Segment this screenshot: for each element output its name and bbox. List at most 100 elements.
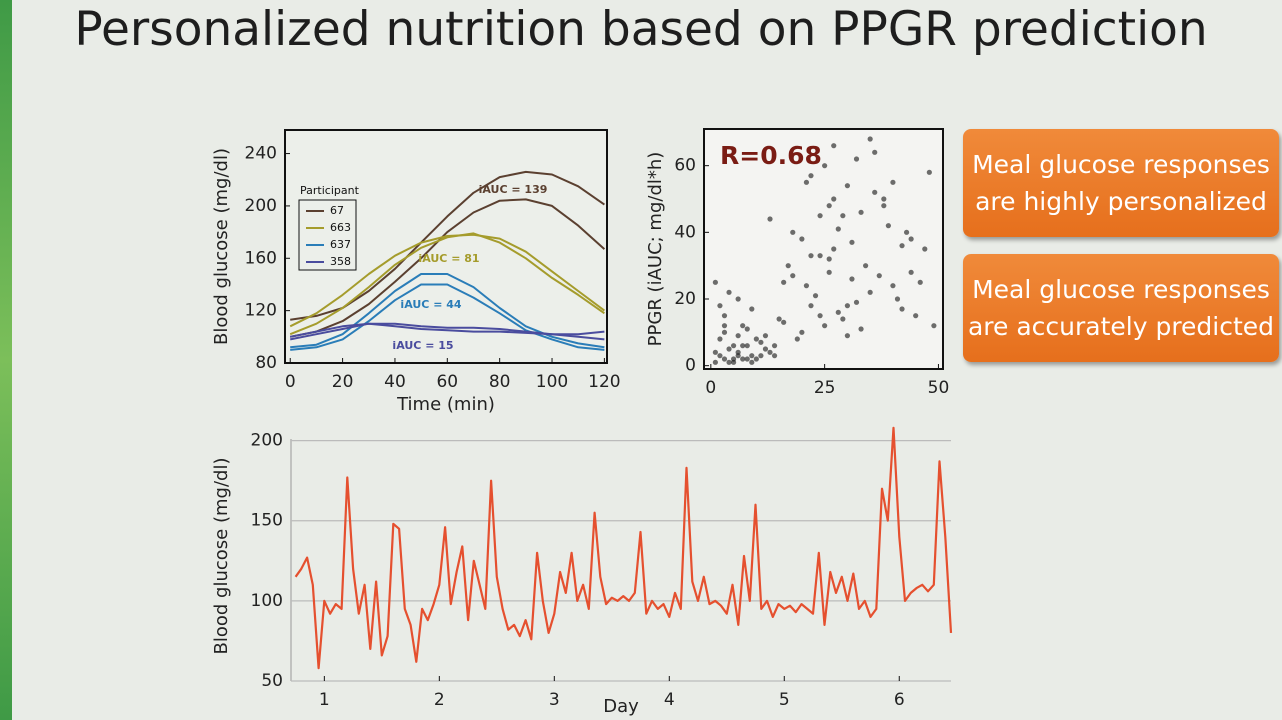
x-tick-label: 40 [384, 372, 406, 392]
scatter-point [817, 313, 823, 319]
scatter-point [767, 216, 773, 222]
scatter-point [726, 289, 732, 295]
scatter-point [858, 209, 864, 215]
scatter-point [844, 303, 851, 309]
y-tick-label: 20 [674, 289, 696, 309]
scatter-point [835, 309, 841, 315]
scatter-point [881, 196, 887, 202]
scatter-point [894, 296, 901, 302]
scatter-point [790, 229, 796, 235]
x-tick-label: 5 [779, 690, 790, 710]
x-tick-label: 4 [664, 690, 675, 710]
scatter-point [790, 273, 796, 279]
scatter-point [749, 306, 755, 312]
plot-frame [284, 129, 608, 364]
scatter-point [749, 353, 755, 359]
y-tick-label: 240 [245, 144, 277, 164]
callout-line: Meal glucose responses [972, 150, 1270, 179]
annotation: iAUC = 81 [418, 252, 479, 265]
scatter-point [744, 343, 750, 349]
data-line [290, 198, 606, 338]
scatter-point [771, 343, 778, 349]
scatter-point [799, 329, 805, 335]
scatter-point [740, 343, 746, 349]
legend-label: 358 [330, 255, 351, 268]
scatter-point [744, 356, 750, 362]
legend-frame [298, 199, 357, 271]
scatter-point [922, 246, 928, 252]
scatter-point [721, 323, 728, 329]
annotation: iAUC = 15 [392, 339, 453, 352]
x-axis-label: Time (min) [396, 394, 495, 415]
scatter-point [726, 346, 732, 352]
x-tick-label: 25 [814, 378, 836, 398]
scatter-point [740, 356, 746, 362]
y-tick-label: 50 [261, 671, 283, 691]
y-tick-label: 200 [251, 431, 283, 451]
scatter-point [762, 333, 769, 339]
x-tick-label: 0 [285, 372, 296, 392]
y-tick-label: 40 [674, 222, 696, 242]
scatter-point [890, 179, 896, 185]
scatter-point [844, 333, 851, 339]
scatter-point [840, 213, 846, 219]
scatter-point [781, 279, 787, 285]
scatter-point [735, 296, 741, 302]
data-line [290, 283, 605, 351]
y-tick-label: 80 [255, 353, 277, 373]
scatter-point [867, 289, 873, 295]
scatter-point [831, 246, 837, 252]
annotation: iAUC = 139 [479, 183, 548, 196]
scatter-point [858, 326, 864, 332]
scatter-point [758, 353, 764, 359]
scatter-point [812, 293, 819, 299]
y-tick-label: 0 [685, 356, 696, 376]
y-tick-label: 60 [674, 156, 696, 176]
scatter-point [899, 243, 905, 249]
scatter-point [730, 343, 737, 349]
scatter-point [803, 179, 810, 185]
data-line [289, 233, 605, 328]
scatter-point [881, 203, 887, 209]
scatter-point [908, 269, 914, 275]
scatter-point [721, 356, 728, 362]
x-tick-label: 0 [705, 378, 716, 398]
scatter-point [926, 169, 932, 175]
y-tick-label: 160 [245, 248, 277, 268]
annotation: iAUC = 44 [400, 298, 461, 311]
plot-frame [703, 128, 944, 370]
scatter-point [908, 236, 914, 242]
scatter-point [808, 253, 814, 259]
x-axis-label: Day [603, 696, 639, 717]
scatter-point [822, 323, 828, 329]
y-tick-label: 200 [245, 196, 277, 216]
scatter-point [835, 226, 841, 232]
scatter-point [771, 353, 778, 359]
scatter-point [753, 336, 759, 342]
scatter-point [876, 273, 882, 279]
callout-line: are accurately predicted [967, 312, 1275, 341]
x-tick-label: 6 [894, 690, 905, 710]
scatter-point [872, 189, 878, 195]
x-tick-label: 50 [928, 378, 950, 398]
legend-title: Participant [300, 184, 360, 197]
callout-line: are highly personalized [975, 187, 1267, 216]
y-axis-label: Blood glucose (mg/dl) [211, 458, 232, 655]
x-tick-label: 100 [536, 372, 568, 392]
scatter-point [831, 143, 837, 149]
scatter-point [735, 333, 741, 339]
scatter-point [712, 279, 718, 285]
scatter-point [767, 349, 773, 355]
scatter-point [803, 283, 810, 289]
scatter-point [740, 323, 746, 329]
x-tick-label: 2 [434, 690, 445, 710]
scatter-point [735, 353, 741, 359]
scatter-point [913, 313, 919, 319]
data-line [289, 232, 605, 336]
callout-line: Meal glucose responses [972, 275, 1270, 304]
annotation: R=0.68 [720, 141, 822, 170]
scatter-point [840, 316, 846, 322]
legend-label: 663 [330, 221, 351, 234]
